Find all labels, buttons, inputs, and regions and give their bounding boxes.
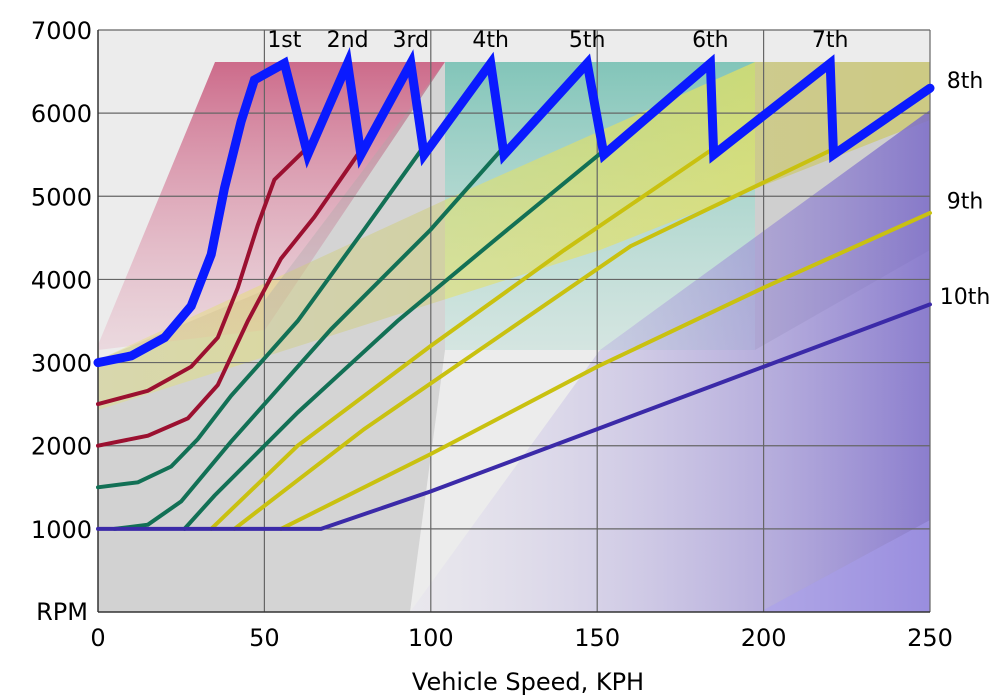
gridlines bbox=[97, 29, 931, 613]
x-tick-200: 200 bbox=[741, 624, 787, 652]
series-line-6th bbox=[209, 148, 713, 531]
series-line-9th bbox=[279, 210, 932, 531]
y-tick-2000: 2000 bbox=[31, 433, 92, 461]
series-line-upshift-path bbox=[93, 47, 935, 368]
series-line-2nd bbox=[96, 152, 360, 448]
y-tick-3000: 3000 bbox=[31, 350, 92, 378]
y-tick-7000: 7000 bbox=[31, 17, 92, 45]
y-tick-4000: 4000 bbox=[31, 266, 92, 294]
series-line-3rd bbox=[96, 148, 423, 490]
gear-label-6th: 6th bbox=[692, 28, 729, 53]
shade-purple bbox=[410, 110, 930, 612]
gear-label-1st: 1st bbox=[267, 28, 301, 53]
shade-lavender bbox=[760, 520, 930, 612]
y-tick-1000: 1000 bbox=[31, 516, 92, 544]
series-line-5th bbox=[182, 148, 606, 531]
x-tick-250: 250 bbox=[907, 624, 953, 652]
series-lines bbox=[93, 47, 935, 531]
series-line-4th bbox=[112, 148, 503, 531]
gear-label-2nd: 2nd bbox=[327, 28, 369, 53]
gear-label-10th: 10th bbox=[940, 285, 991, 310]
x-tick-50: 50 bbox=[249, 624, 280, 652]
gear-label-4th: 4th bbox=[472, 28, 509, 53]
x-tick-150: 150 bbox=[574, 624, 620, 652]
y-tick-6000: 6000 bbox=[31, 100, 92, 128]
shade-grey-middle bbox=[265, 62, 445, 612]
y-tick-5000: 5000 bbox=[31, 183, 92, 211]
gear-label-9th: 9th bbox=[947, 189, 984, 214]
axis-labels: 0 50 100 150 200 250 1000 2000 3000 4000 5000 6000 7… bbox=[31, 17, 990, 652]
x-tick-100: 100 bbox=[408, 624, 454, 652]
y-axis-label: RPM bbox=[36, 598, 88, 626]
gear-label-3rd: 3rd bbox=[393, 28, 430, 53]
gear-label-8th: 8th bbox=[947, 69, 984, 94]
series-line-10th bbox=[96, 302, 932, 531]
x-tick-0: 0 bbox=[90, 624, 105, 652]
series-line-7th bbox=[232, 148, 833, 531]
gear-label-7th: 7th bbox=[812, 28, 849, 53]
gear-label-5th: 5th bbox=[569, 28, 606, 53]
series-line-1st bbox=[96, 148, 307, 407]
x-axis-label: Vehicle Speed, KPH bbox=[412, 668, 644, 696]
